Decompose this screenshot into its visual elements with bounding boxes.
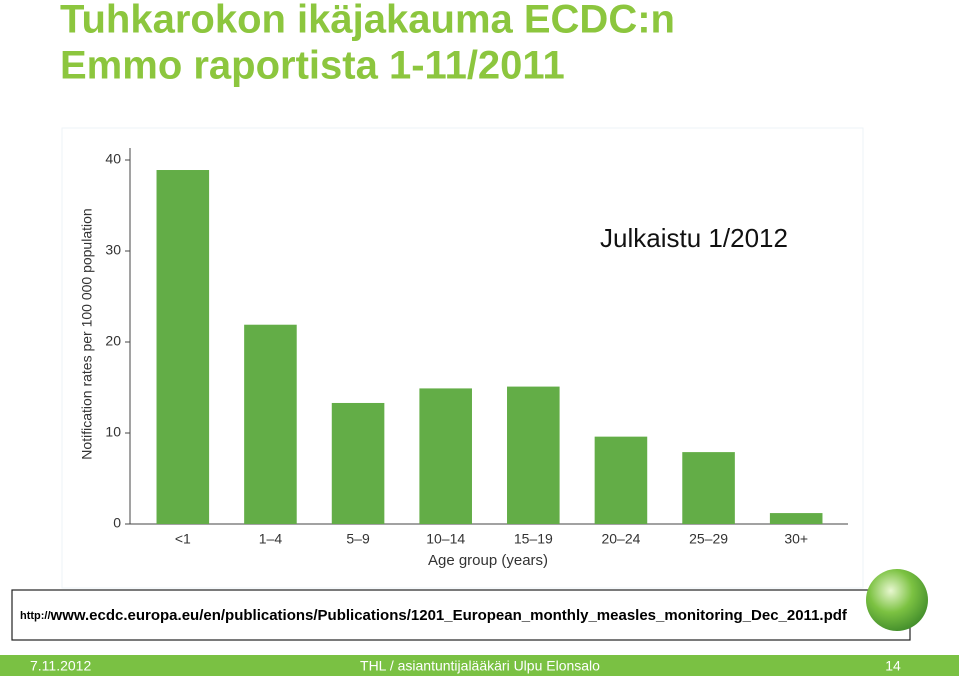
url: www.ecdc.europa.eu/en/publications/Publi… [50, 607, 848, 624]
source-box [11, 589, 911, 641]
chart: Julkaistu 1/2012 Age group (years) Notif… [79, 148, 848, 569]
bar [156, 170, 210, 524]
source-url: http://www.ecdc.europa.eu/en/publication… [20, 607, 848, 624]
slide-title-line: Emmo raportista 1-11/2011 [60, 44, 565, 88]
x-tick-label: 15–19 [514, 531, 553, 547]
footer-author: THL / asiantuntijalääkäri Ulpu Elonsalo [360, 658, 600, 674]
bar [594, 436, 648, 524]
x-tick-label: 30+ [784, 531, 808, 547]
footer-page: 14 [885, 658, 901, 674]
logo [866, 569, 928, 631]
footer-date: 7.11.2012 [30, 658, 91, 674]
bar [244, 324, 297, 524]
bar [507, 386, 560, 524]
url-prefix: http:// [20, 610, 51, 622]
x-tick-label: 5–9 [346, 531, 370, 547]
y-tick-label: 10 [105, 424, 121, 440]
bar [682, 452, 735, 524]
slide-title-line: Tuhkarokon ikäjakauma ECDC:n [60, 0, 675, 42]
x-tick-label: <1 [175, 531, 191, 547]
bar [331, 402, 385, 524]
x-tick-label: 25–29 [689, 531, 728, 547]
y-tick-label: 30 [105, 242, 121, 258]
y-tick-label: 0 [113, 515, 121, 531]
bar [419, 388, 472, 524]
x-axis-title: Age group (years) [428, 552, 548, 569]
bar [769, 513, 823, 524]
x-tick-label: 10–14 [426, 531, 465, 547]
y-tick-label: 20 [105, 333, 121, 349]
x-tick-label: 1–4 [259, 531, 283, 547]
annotation: Julkaistu 1/2012 [600, 223, 788, 253]
x-tick-label: 20–24 [601, 531, 640, 547]
y-tick-label: 40 [105, 151, 121, 167]
footer-bar [0, 655, 959, 676]
y-axis-title: Notification rates per 100 000 populatio… [79, 208, 95, 459]
